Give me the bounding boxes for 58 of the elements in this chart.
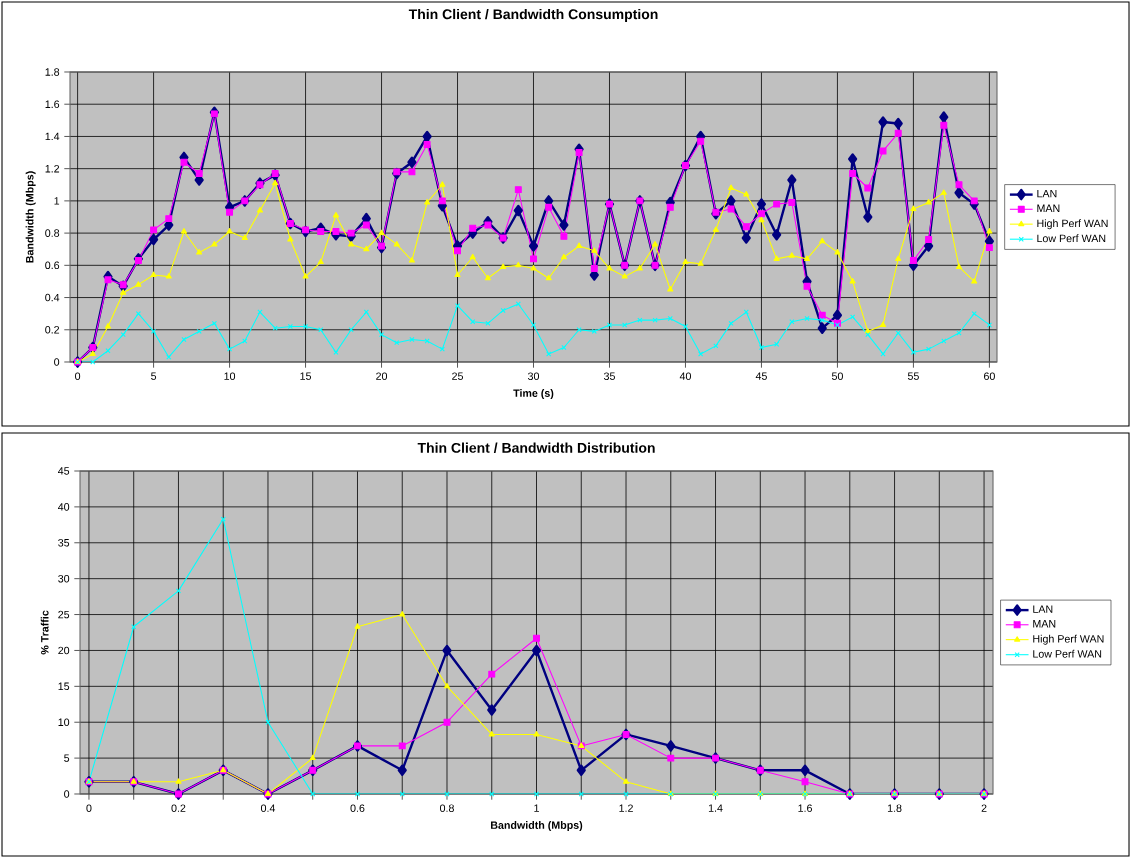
y-tick-label: 1.8 <box>45 68 60 76</box>
y-tick-label: 0.6 <box>45 261 60 270</box>
legend-label: MAN <box>1033 620 1056 628</box>
legend-label: High Perf WAN <box>1033 634 1104 645</box>
x-tick-label: 0 <box>75 372 81 380</box>
legend-label: High Perf WAN <box>1037 219 1108 230</box>
x-tick-label: 15 <box>300 372 312 380</box>
x-tick-label: 1 <box>534 804 539 812</box>
y-tick-label: 25 <box>58 610 70 619</box>
y-tick-label: 35 <box>58 539 70 547</box>
y-tick-label: 0 <box>64 790 70 798</box>
legend-label: MAN <box>1037 204 1060 212</box>
y-axis-title: Bandwidth (Mbps) <box>25 171 36 263</box>
x-tick-label: 2 <box>981 804 987 812</box>
y-tick-label: 0.4 <box>45 293 60 302</box>
x-tick-label: 50 <box>831 372 843 380</box>
x-tick-label: 0.4 <box>260 804 276 812</box>
y-tick-label: 45 <box>57 467 70 475</box>
y-tick-label: 20 <box>58 646 70 655</box>
legend-label: Low Perf WAN <box>1037 234 1106 243</box>
x-tick-label: 35 <box>603 372 615 380</box>
x-tick-label: 1.8 <box>887 804 902 812</box>
x-tick-label: 25 <box>452 372 463 380</box>
x-tick-label: 55 <box>907 372 919 380</box>
y-tick-label: 30 <box>58 574 70 583</box>
y-tick-label: 0.2 <box>45 326 60 334</box>
chart-title: Thin Client / Bandwidth Consumption <box>408 8 658 22</box>
y-tick-label: 15 <box>58 682 70 691</box>
legend-label: LAN <box>1037 189 1057 198</box>
x-axis-title: Bandwidth (Mbps) <box>491 821 583 832</box>
x-tick-label: 0.2 <box>171 804 186 812</box>
x-tick-label: 20 <box>376 372 388 380</box>
y-tick-label: 1.6 <box>45 100 60 108</box>
x-tick-label: 0.8 <box>440 804 454 812</box>
x-tick-label: 45 <box>755 372 767 380</box>
x-axis-title: Time (s) <box>513 389 554 400</box>
x-tick-label: 1.6 <box>798 804 812 812</box>
y-tick-label: 0.8 <box>45 229 60 237</box>
x-tick-label: 10 <box>224 372 236 380</box>
y-tick-label: 10 <box>58 718 70 726</box>
y-tick-label: 0 <box>54 358 60 366</box>
x-tick-label: 1.4 <box>708 804 723 812</box>
x-tick-label: 0 <box>86 804 92 812</box>
legend-label: LAN <box>1033 605 1053 613</box>
y-tick-label: 40 <box>57 503 70 511</box>
y-tick-label: 1.2 <box>45 164 60 173</box>
y-tick-label: 5 <box>64 754 70 762</box>
chart-title: Thin Client / Bandwidth Distribution <box>417 442 655 453</box>
x-tick-label: 40 <box>679 372 691 380</box>
x-tick-label: 0.6 <box>350 804 365 812</box>
x-tick-label: 1.2 <box>619 804 633 812</box>
y-tick-label: 1.4 <box>45 132 60 141</box>
x-tick-label: 60 <box>984 372 995 380</box>
x-tick-label: 30 <box>527 372 540 380</box>
legend-label: Low Perf WAN <box>1033 649 1102 658</box>
x-tick-label: 5 <box>151 372 157 380</box>
y-tick-label: 1 <box>54 197 60 205</box>
y-axis-title: % Traffic <box>40 610 49 655</box>
